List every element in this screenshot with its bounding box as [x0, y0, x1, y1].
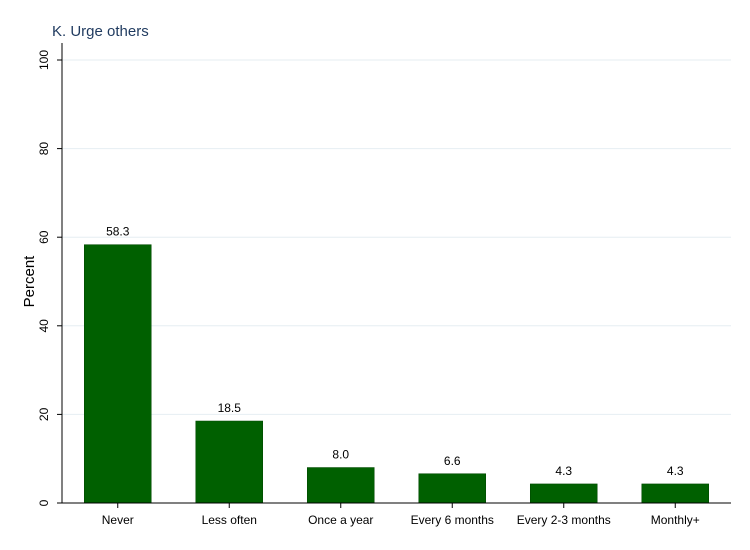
x-tick-label: Monthly+	[651, 513, 700, 527]
y-axis-label: Percent	[21, 255, 38, 308]
x-tick-label: Less often	[202, 513, 257, 527]
y-tick-label: 100	[37, 50, 51, 70]
bars	[84, 244, 709, 504]
x-tick-label: Every 2-3 months	[517, 513, 611, 527]
gridlines	[62, 59, 731, 415]
y-tick-label: 60	[37, 230, 51, 244]
data-label: 18.5	[218, 401, 242, 415]
data-label: 8.0	[332, 448, 349, 462]
data-label: 4.3	[667, 464, 684, 478]
value-labels: 58.3 18.5 8.0 6.6 4.3 4.3	[106, 225, 684, 478]
y-axis-ticks: 0 20 40 60 80 100	[37, 50, 62, 506]
bar-monthly-	[641, 483, 709, 504]
bar-less-often	[195, 420, 264, 504]
y-tick-label: 20	[37, 407, 51, 421]
bar-never	[84, 244, 152, 504]
y-tick-label: 40	[37, 319, 51, 333]
x-tick-label: Once a year	[308, 513, 373, 527]
chart-title: K. Urge others	[52, 23, 149, 40]
data-label: 58.3	[106, 225, 130, 239]
bar-every-6-months	[418, 473, 486, 504]
x-tick-label: Never	[102, 513, 134, 527]
data-label: 4.3	[555, 464, 572, 478]
bar-once-a-year	[306, 467, 375, 504]
bar-every-2-3-months	[529, 483, 598, 504]
x-axis-ticks: Never Less often Once a year Every 6 months…	[102, 503, 700, 527]
data-label: 6.6	[444, 454, 461, 468]
y-tick-label: 80	[37, 142, 51, 156]
x-tick-label: Every 6 months	[411, 513, 494, 527]
y-tick-label: 0	[37, 499, 51, 506]
